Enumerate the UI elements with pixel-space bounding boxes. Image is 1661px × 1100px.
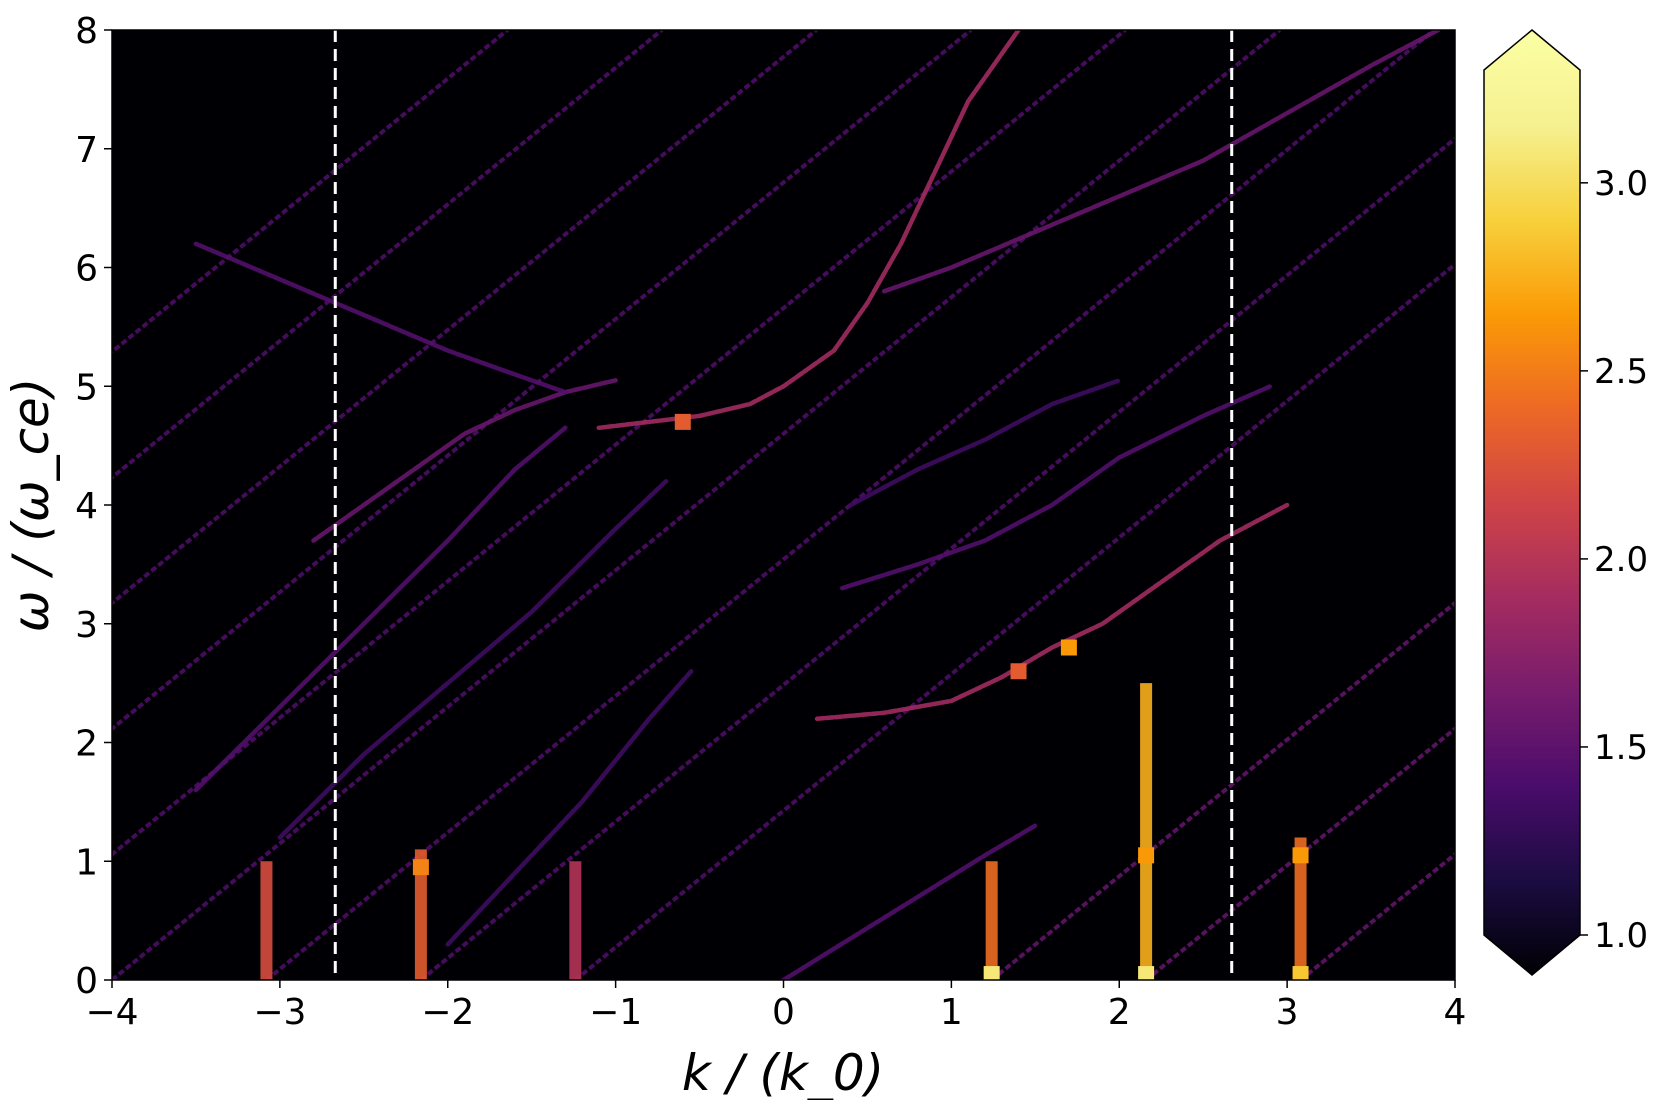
bright-spot [983,966,1000,980]
plot-background [112,30,1455,980]
vertical-lines [333,30,1234,980]
vertical-spike [260,861,273,980]
vertical-spike [1294,837,1307,980]
colorbar: 1.0 1.5 2.0 2.5 3.0 [1483,29,1648,976]
colorbar-bar [1483,29,1581,976]
y-tick-label: 7 [75,130,98,171]
bright-spot [1292,847,1309,864]
colorbar-tick-label: 1.0 [1594,916,1648,956]
colorbar-tick-label: 2.0 [1594,540,1648,580]
y-tick-label: 0 [75,961,98,1002]
x-tick-label: 1 [940,992,963,1033]
dispersion-curve [193,425,568,793]
bright-spot [1138,966,1155,980]
heatmap-layer [112,30,1455,980]
bright-spot [674,413,691,430]
x-tick-label: −4 [85,992,138,1033]
dispersion-curve [840,384,1273,591]
ridge-line [112,30,1282,980]
bright-spot [1010,663,1027,680]
y-axis: 0 1 2 3 4 5 6 7 8 [75,11,112,1002]
y-tick-label: 2 [75,724,98,765]
x-tick-label: −1 [589,992,642,1033]
ridge-line [112,30,973,732]
x-tick-label: 0 [772,992,795,1033]
x-axis: −4 −3 −2 −1 0 1 2 3 4 [85,980,1466,1033]
ridge-line [112,30,509,355]
x-tick-label: 3 [1276,992,1299,1033]
ridge-line [574,261,1455,980]
dispersion-curve [445,669,694,947]
colorbar-tick-label: 3.0 [1594,164,1648,204]
dispersion-curve [881,30,1441,294]
x-tick-label: −3 [253,992,306,1033]
dispersion-curve [848,378,1122,508]
y-tick-label: 1 [75,842,98,883]
ridge-line [112,30,664,481]
bright-spot [412,859,429,876]
colorbar-tick-label: 2.5 [1594,352,1648,392]
ridge-line [419,136,1455,980]
x-tick-label: −2 [421,992,474,1033]
plot-area [111,29,1456,981]
ridge-line [112,30,1127,857]
y-tick-label: 4 [75,486,98,527]
dispersion-curve [277,479,669,840]
vertical-spike [1140,683,1153,980]
x-tick-label: 4 [1444,992,1467,1033]
vertical-spike [985,861,998,980]
y-tick-label: 6 [75,249,98,290]
ridge-line [112,30,818,606]
x-tick-label: 2 [1108,992,1131,1033]
y-axis-label: ω / (ω_ce) [2,378,60,633]
vertical-spike [414,849,427,980]
y-tick-label: 5 [75,367,98,408]
dispersion-curve [814,502,1290,722]
vertical-spike [569,861,582,980]
bright-spot [1060,639,1077,656]
colorbar-ticks: 1.0 1.5 2.0 2.5 3.0 [1580,164,1648,956]
colorbar-tick-label: 1.5 [1594,728,1648,768]
y-tick-label: 8 [75,11,98,52]
bright-spot [1292,966,1309,980]
x-axis-label: k / (k_0) [682,1044,884,1100]
y-tick-label: 3 [75,605,98,646]
dispersion-curve [193,241,568,395]
bright-spot [1138,847,1155,864]
dispersion-curve [781,823,1038,980]
